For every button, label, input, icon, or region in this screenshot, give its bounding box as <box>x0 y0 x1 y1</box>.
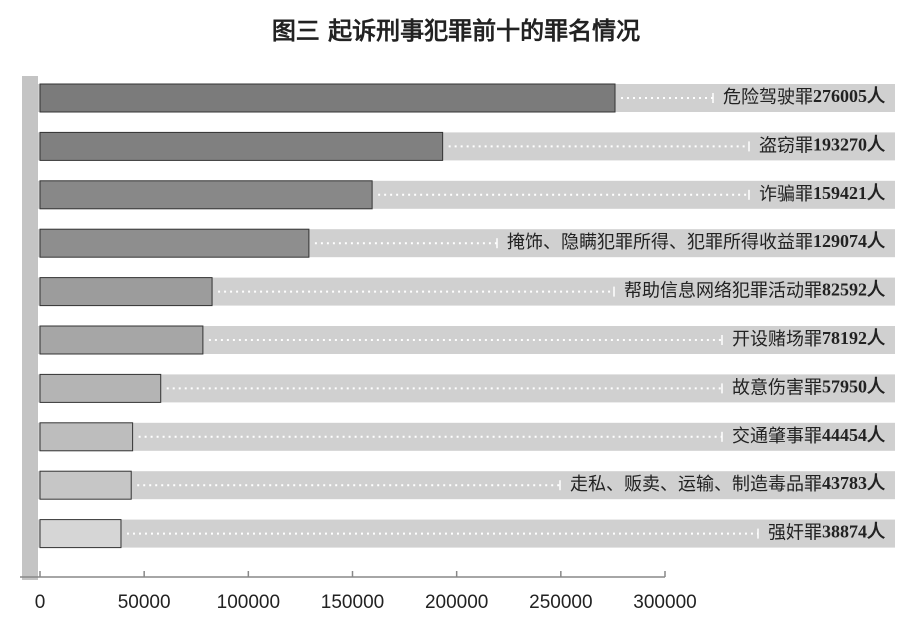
bar <box>39 180 373 210</box>
bar <box>39 277 213 307</box>
x-tick-label: 150000 <box>321 592 384 613</box>
value-label: 57950人 <box>822 377 886 397</box>
x-tick-label: 300000 <box>633 592 696 613</box>
category-label: 帮助信息网络犯罪活动罪 <box>624 281 822 302</box>
x-tick-label: 100000 <box>217 592 280 613</box>
value-label: 38874人 <box>822 522 886 542</box>
bar <box>39 228 310 258</box>
value-label: 159421人 <box>813 183 886 203</box>
value-label: 78192人 <box>822 328 886 348</box>
bar-label: 强奸罪38874人 <box>768 522 886 544</box>
value-label: 193270人 <box>813 135 886 155</box>
chart-title: 图三 起诉刑事犯罪前十的罪名情况 <box>272 17 640 45</box>
category-label: 走私、贩卖、运输、制造毒品罪 <box>570 474 822 495</box>
category-label: 危险驾驶罪 <box>723 87 813 108</box>
category-label: 盗窃罪 <box>759 135 813 156</box>
value-label: 129074人 <box>813 231 886 251</box>
value-label: 276005人 <box>813 86 886 106</box>
bar-band <box>38 519 895 548</box>
x-tick-label: 250000 <box>529 592 592 613</box>
bar-label: 帮助信息网络犯罪活动罪82592人 <box>624 280 886 302</box>
bar <box>39 83 616 113</box>
bar <box>39 422 134 452</box>
value-label: 44454人 <box>822 425 886 445</box>
bar-label: 开设赌场罪78192人 <box>732 328 886 350</box>
x-tick-label: 0 <box>35 592 46 613</box>
bar <box>39 325 204 355</box>
bar <box>39 131 444 161</box>
x-tick-label: 200000 <box>425 592 488 613</box>
bar-label: 交通肇事罪44454人 <box>732 425 886 447</box>
bar <box>39 373 162 403</box>
category-label: 诈骗罪 <box>759 184 813 205</box>
bar-label: 盗窃罪193270人 <box>759 135 886 157</box>
category-label: 开设赌场罪 <box>732 329 822 350</box>
bar-label: 走私、贩卖、运输、制造毒品罪43783人 <box>570 473 886 495</box>
category-label: 交通肇事罪 <box>732 426 822 447</box>
category-label: 故意伤害罪 <box>732 377 822 398</box>
bar <box>39 519 122 549</box>
left-strip <box>22 76 38 580</box>
bar-band <box>38 374 895 403</box>
bar-label: 诈骗罪159421人 <box>759 183 886 205</box>
bar-label: 掩饰、隐瞒犯罪所得、犯罪所得收益罪129074人 <box>507 231 886 253</box>
value-label: 43783人 <box>822 473 886 493</box>
category-label: 掩饰、隐瞒犯罪所得、犯罪所得收益罪 <box>507 232 813 253</box>
bar <box>39 470 132 500</box>
x-tick-label: 50000 <box>118 592 171 613</box>
category-label: 强奸罪 <box>768 523 822 544</box>
bar-label: 危险驾驶罪276005人 <box>723 86 886 108</box>
bar-label: 故意伤害罪57950人 <box>732 377 886 399</box>
value-label: 82592人 <box>822 280 886 300</box>
